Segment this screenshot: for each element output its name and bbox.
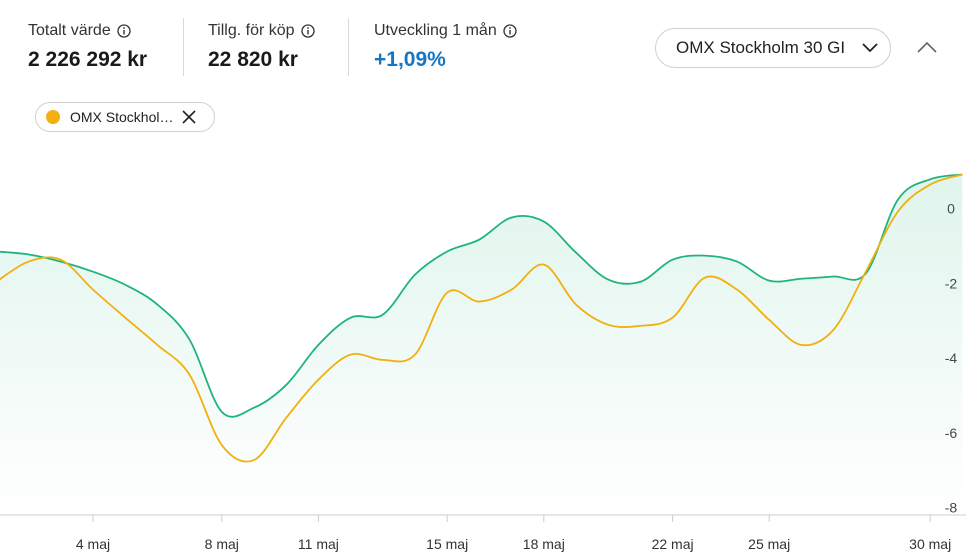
info-icon[interactable]: [300, 24, 315, 38]
index-dropdown[interactable]: OMX Stockholm 30 GI: [655, 28, 891, 68]
stat-value: 22 820 kr: [208, 48, 298, 71]
stat-value: +1,09%: [374, 48, 446, 71]
line: [0, 173, 963, 463]
x-tick-label: 25 maj: [748, 536, 790, 552]
collapse-button[interactable]: [917, 41, 937, 53]
stat-label: Totalt värde: [28, 22, 111, 39]
stat-label: Tillg. för köp: [208, 22, 295, 39]
x-tick-label: 11 maj: [298, 536, 339, 552]
remove-icon[interactable]: [182, 110, 196, 124]
separator: [183, 18, 184, 76]
legend-swatch: [46, 110, 60, 124]
stat: Utveckling 1 mån +1,09%: [374, 22, 517, 72]
x-tick-label: 8 maj: [205, 536, 239, 552]
legend-chip[interactable]: OMX Stockhol…: [35, 102, 215, 132]
dropdown-label: OMX Stockholm 30 GI: [676, 38, 846, 57]
stat: Tillg. för köp 22 820 kr: [208, 22, 315, 72]
x-tick-label: 15 maj: [426, 536, 468, 552]
x-tick-label: 22 maj: [652, 536, 694, 552]
stat-label: Utveckling 1 mån: [374, 22, 497, 39]
area: [0, 174, 963, 515]
info-icon[interactable]: [117, 24, 131, 38]
info-icon[interactable]: [503, 24, 517, 38]
x-tick-label: 4 maj: [76, 536, 110, 552]
x-tick-label: 30 maj: [909, 536, 951, 552]
stat-value: 2 226 292 kr: [28, 48, 148, 71]
chevron-down: [862, 43, 878, 53]
line: [0, 173, 963, 418]
stat: Totalt värde 2 226 292 kr: [28, 22, 147, 72]
x-tick-label: 18 maj: [523, 536, 565, 552]
legend-label: OMX Stockhol…: [70, 109, 174, 125]
separator: [348, 18, 349, 76]
